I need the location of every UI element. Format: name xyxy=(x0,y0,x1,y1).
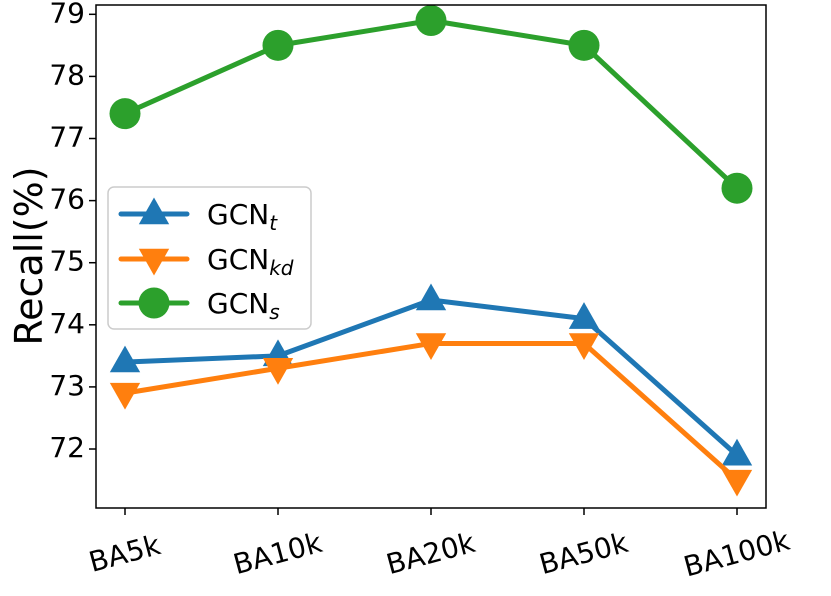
x-tick-label: BA10k xyxy=(230,526,326,581)
y-tick-label: 76 xyxy=(49,183,85,216)
y-tick-label: 77 xyxy=(49,121,85,154)
x-tick-label: BA20k xyxy=(383,526,479,581)
legend-subscript: kd xyxy=(269,256,294,280)
y-tick-label: 78 xyxy=(49,58,85,91)
y-tick-label: 73 xyxy=(49,369,85,402)
x-axis: BA5k BA10k BA20k BA50k BA100k xyxy=(85,508,794,583)
legend-subscript: t xyxy=(269,211,278,235)
data-point xyxy=(262,358,294,385)
data-point xyxy=(415,333,447,360)
series-s xyxy=(109,5,753,204)
x-tick-label: BA100k xyxy=(680,523,794,583)
legend-name: GCN xyxy=(207,287,269,320)
legend-marker xyxy=(138,287,170,319)
data-point xyxy=(721,172,753,204)
series-kd xyxy=(109,333,753,497)
y-axis: 72 73 74 75 76 77 78 79 xyxy=(49,0,96,464)
legend-label: GCNt xyxy=(207,198,278,235)
data-point xyxy=(262,29,294,61)
legend-entry: GCNkd xyxy=(118,243,294,280)
data-point xyxy=(721,469,753,497)
data-point xyxy=(415,5,447,37)
y-tick-label: 79 xyxy=(49,0,85,29)
series-line xyxy=(122,18,740,191)
x-tick-label: BA5k xyxy=(85,528,164,579)
y-tick-label: 75 xyxy=(49,245,85,278)
legend-marker xyxy=(138,248,170,276)
data-point xyxy=(568,29,600,61)
legend-label: GCNs xyxy=(207,287,280,324)
legend-entry: GCNt xyxy=(118,197,278,235)
legend-subscript: s xyxy=(269,300,279,324)
data-point xyxy=(568,333,600,360)
legend-marker xyxy=(138,197,170,225)
data-point xyxy=(568,302,600,329)
plot-area-frame xyxy=(95,4,767,509)
data-point xyxy=(109,382,141,410)
legend-name: GCN xyxy=(207,243,269,276)
legend-entry: GCNs xyxy=(118,287,280,324)
legend-name: GCN xyxy=(207,198,269,231)
x-tick-label: BA50k xyxy=(536,526,632,581)
data-point xyxy=(109,98,141,130)
y-tick-label: 74 xyxy=(49,307,85,340)
y-axis-label: Recall(%) xyxy=(7,166,51,345)
data-point xyxy=(721,438,753,466)
data-point xyxy=(109,345,141,373)
legend-label: GCNkd xyxy=(207,243,294,280)
series-layer xyxy=(109,5,753,497)
y-tick-label: 72 xyxy=(49,431,85,464)
series-line xyxy=(122,340,740,483)
data-point xyxy=(415,283,447,311)
